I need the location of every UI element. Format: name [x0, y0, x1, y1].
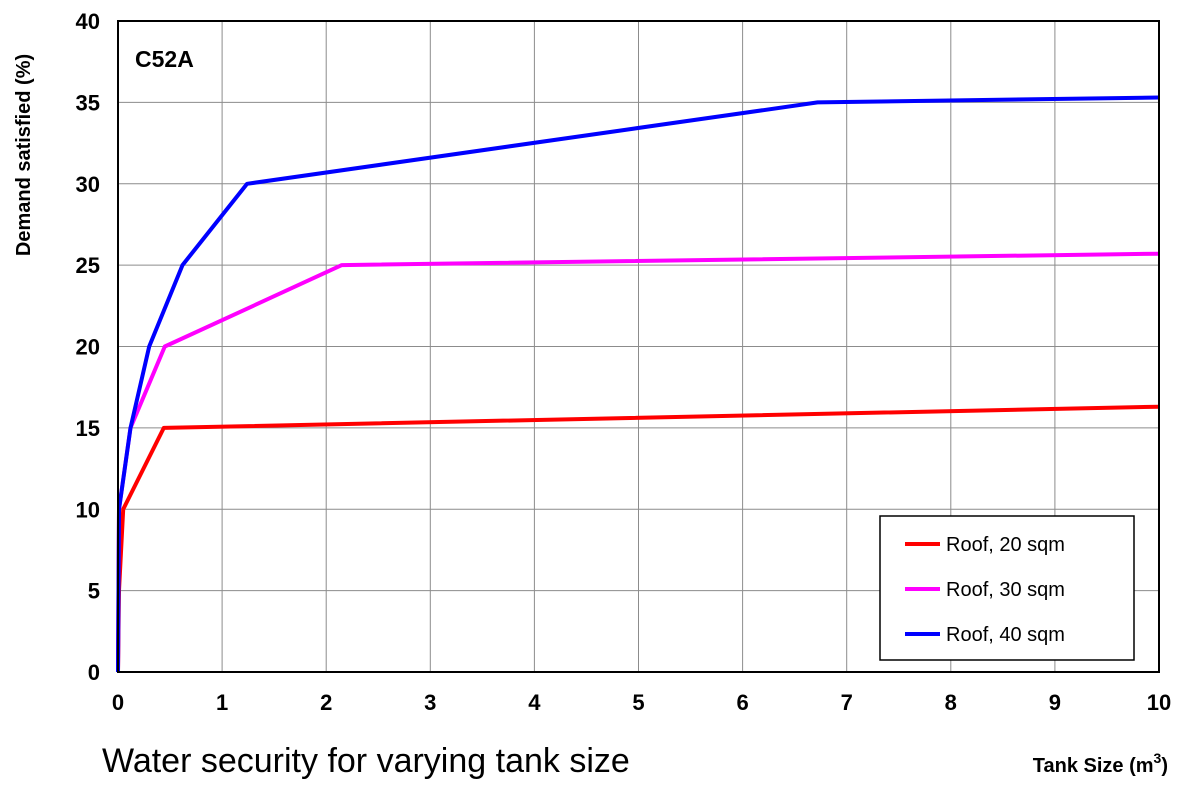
legend-label: Roof, 40 sqm [946, 624, 1065, 646]
x-tick-label: 3 [424, 690, 436, 715]
legend: Roof, 20 sqm Roof, 30 sqm Roof, 40 sqm [879, 515, 1135, 661]
y-tick-label: 5 [88, 579, 100, 604]
plot-frame [117, 20, 1160, 673]
x-axis-title-end: ) [1161, 755, 1168, 777]
tick-labels: 0 1 2 3 4 5 6 7 8 9 10 0 5 10 15 20 25 30 35 40 [76, 9, 1172, 715]
x-tick-label: 4 [528, 690, 541, 715]
y-tick-label: 10 [76, 497, 100, 522]
x-tick-label: 10 [1147, 690, 1171, 715]
y-tick-label: 40 [76, 9, 100, 34]
y-tick-label: 30 [76, 172, 100, 197]
panel-label: C52A [135, 46, 194, 72]
x-axis-title-main: Tank Size (m [1033, 755, 1154, 777]
x-tick-label: 7 [841, 690, 853, 715]
y-tick-label: 0 [88, 660, 100, 685]
x-tick-label: 6 [736, 690, 748, 715]
x-tick-label: 2 [320, 690, 332, 715]
y-axis-title: Demand satisfied (%) [13, 54, 35, 256]
x-axis-title: Tank Size (m3) [1033, 750, 1168, 777]
legend-label: Roof, 30 sqm [946, 579, 1065, 601]
y-tick-label: 35 [76, 90, 100, 115]
x-tick-label: 8 [945, 690, 957, 715]
x-tick-label: 5 [632, 690, 644, 715]
y-tick-label: 20 [76, 335, 100, 360]
x-tick-label: 0 [112, 690, 124, 715]
y-tick-label: 15 [76, 416, 100, 441]
x-tick-label: 9 [1049, 690, 1061, 715]
y-tick-label: 25 [76, 253, 100, 278]
legend-label: Roof, 20 sqm [946, 534, 1065, 556]
x-tick-label: 1 [216, 690, 228, 715]
x-axis-title-sup: 3 [1154, 750, 1162, 766]
chart-caption: Water security for varying tank size [102, 742, 630, 780]
series-line [116, 95, 1160, 673]
